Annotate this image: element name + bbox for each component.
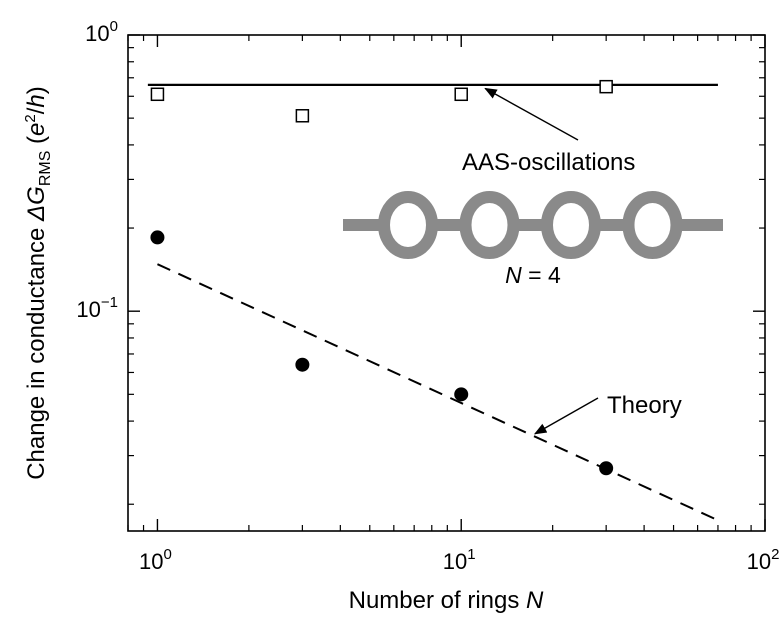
inset-label: N = 4	[505, 262, 561, 288]
x-axis-ticks: 100 101 102	[127, 35, 779, 574]
ring	[459, 191, 520, 259]
aas-data-point	[599, 79, 613, 94]
aas-data-point	[454, 87, 468, 102]
y-tick-label: 100	[85, 18, 118, 46]
chart-points	[150, 79, 614, 476]
x-tick-label: 102	[747, 546, 779, 574]
aas-data-point	[295, 109, 310, 123]
theory-arrow	[533, 397, 599, 435]
y-axis-ticks: 10−1 100	[76, 18, 765, 505]
theory-data-point	[599, 461, 614, 476]
theory-data-point	[454, 387, 469, 402]
x-axis-title: Number of rings N	[349, 587, 544, 614]
x-tick-label: 100	[139, 546, 172, 574]
ring	[378, 191, 438, 259]
theory-data-point	[150, 230, 165, 245]
theory-label: Theory	[607, 392, 682, 419]
ring	[541, 191, 601, 259]
aas-oscillations-label: AAS-oscillations	[462, 149, 635, 176]
ring	[622, 191, 683, 259]
aas-oscillations-arrow	[484, 87, 579, 141]
y-axis-title: Change in conductance ΔGRMS (e2/h)	[22, 86, 54, 480]
theory-data-point	[295, 357, 310, 372]
chart-lines	[147, 83, 719, 522]
y-tick-label: 10−1	[76, 294, 118, 322]
plot-frame	[127, 34, 766, 532]
x-tick-label: 101	[443, 546, 476, 574]
ring-chain-inset: N = 4	[343, 191, 723, 288]
theory-dashed-line	[157, 263, 719, 522]
aas-data-point	[150, 87, 165, 102]
